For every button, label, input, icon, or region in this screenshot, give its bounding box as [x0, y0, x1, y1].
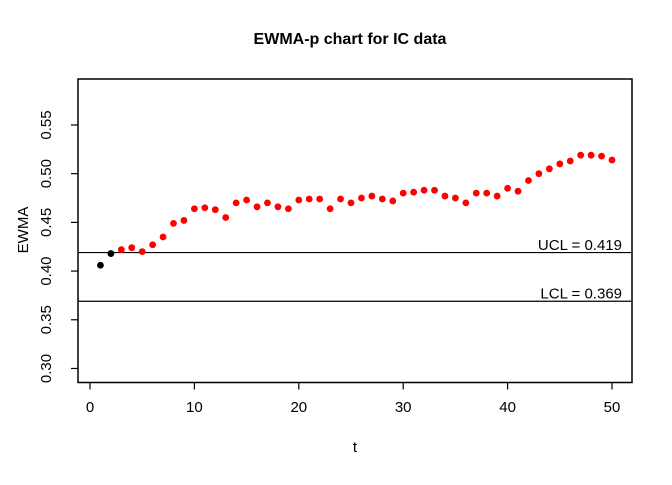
data-point	[566, 157, 574, 165]
x-tick-label: 20	[290, 399, 307, 416]
data-point	[545, 165, 553, 173]
data-point	[347, 199, 355, 207]
data-point	[358, 194, 365, 202]
data-point	[608, 156, 616, 164]
y-tick-label: 0.55	[38, 110, 55, 139]
data-point	[201, 204, 209, 212]
y-tick-label: 0.45	[38, 208, 55, 237]
y-tick-label: 0.50	[38, 159, 55, 188]
x-tick-label: 0	[86, 399, 94, 416]
y-tick-label: 0.35	[38, 305, 55, 334]
data-point	[451, 194, 459, 202]
data-point	[525, 177, 532, 184]
lcl-label: LCL = 0.369	[540, 286, 622, 303]
data-point	[232, 199, 240, 207]
y-tick-label: 0.30	[38, 354, 55, 383]
plot-area: 0 10 20 30 40 50 0.30 0.35 0.40 0.45 0.50 0.55	[38, 78, 633, 416]
plot-box	[77, 78, 633, 384]
data-point	[598, 152, 605, 160]
data-point	[264, 199, 271, 207]
data-point	[170, 219, 177, 227]
data-point	[378, 195, 386, 203]
data-point	[472, 189, 480, 197]
data-point	[253, 203, 261, 211]
y-tick-label: 0.40	[38, 256, 55, 285]
data-point	[190, 205, 198, 213]
x-tick-label: 30	[395, 399, 412, 416]
data-point	[128, 244, 136, 252]
data-point	[493, 192, 501, 200]
x-axis-label: t	[353, 439, 358, 456]
ucl-label: UCL = 0.419	[538, 237, 622, 254]
data-point	[107, 250, 115, 257]
x-tick-label: 50	[604, 399, 621, 416]
data-point	[577, 151, 585, 159]
data-point	[305, 195, 313, 203]
data-point	[159, 233, 167, 241]
data-point	[337, 195, 344, 203]
data-point	[535, 170, 543, 178]
x-tick-label: 10	[186, 399, 203, 416]
data-point	[316, 195, 324, 203]
data-point	[410, 188, 418, 196]
data-point	[117, 246, 125, 254]
data-point	[389, 197, 397, 205]
data-point	[462, 199, 470, 207]
data-point	[514, 187, 522, 195]
data-point	[138, 248, 146, 255]
data-point	[587, 151, 595, 159]
x-tick-label: 40	[499, 399, 516, 416]
data-point	[368, 192, 376, 200]
data-point	[431, 186, 438, 194]
data-point	[441, 192, 449, 200]
data-point	[284, 205, 292, 213]
data-point	[149, 241, 157, 249]
data-point	[483, 189, 491, 197]
data-point	[556, 160, 564, 168]
data-point	[399, 189, 407, 197]
data-point	[420, 186, 428, 194]
data-point	[222, 214, 230, 221]
data-point	[97, 261, 104, 269]
data-point	[326, 205, 334, 213]
data-point	[243, 196, 250, 204]
chart-title: EWMA-p chart for IC data	[254, 31, 447, 48]
data-point	[180, 217, 188, 224]
data-point	[274, 203, 282, 211]
data-point	[504, 184, 511, 192]
data-point	[295, 196, 303, 204]
data-point	[211, 206, 219, 214]
y-axis-label: EWMA	[15, 207, 32, 254]
